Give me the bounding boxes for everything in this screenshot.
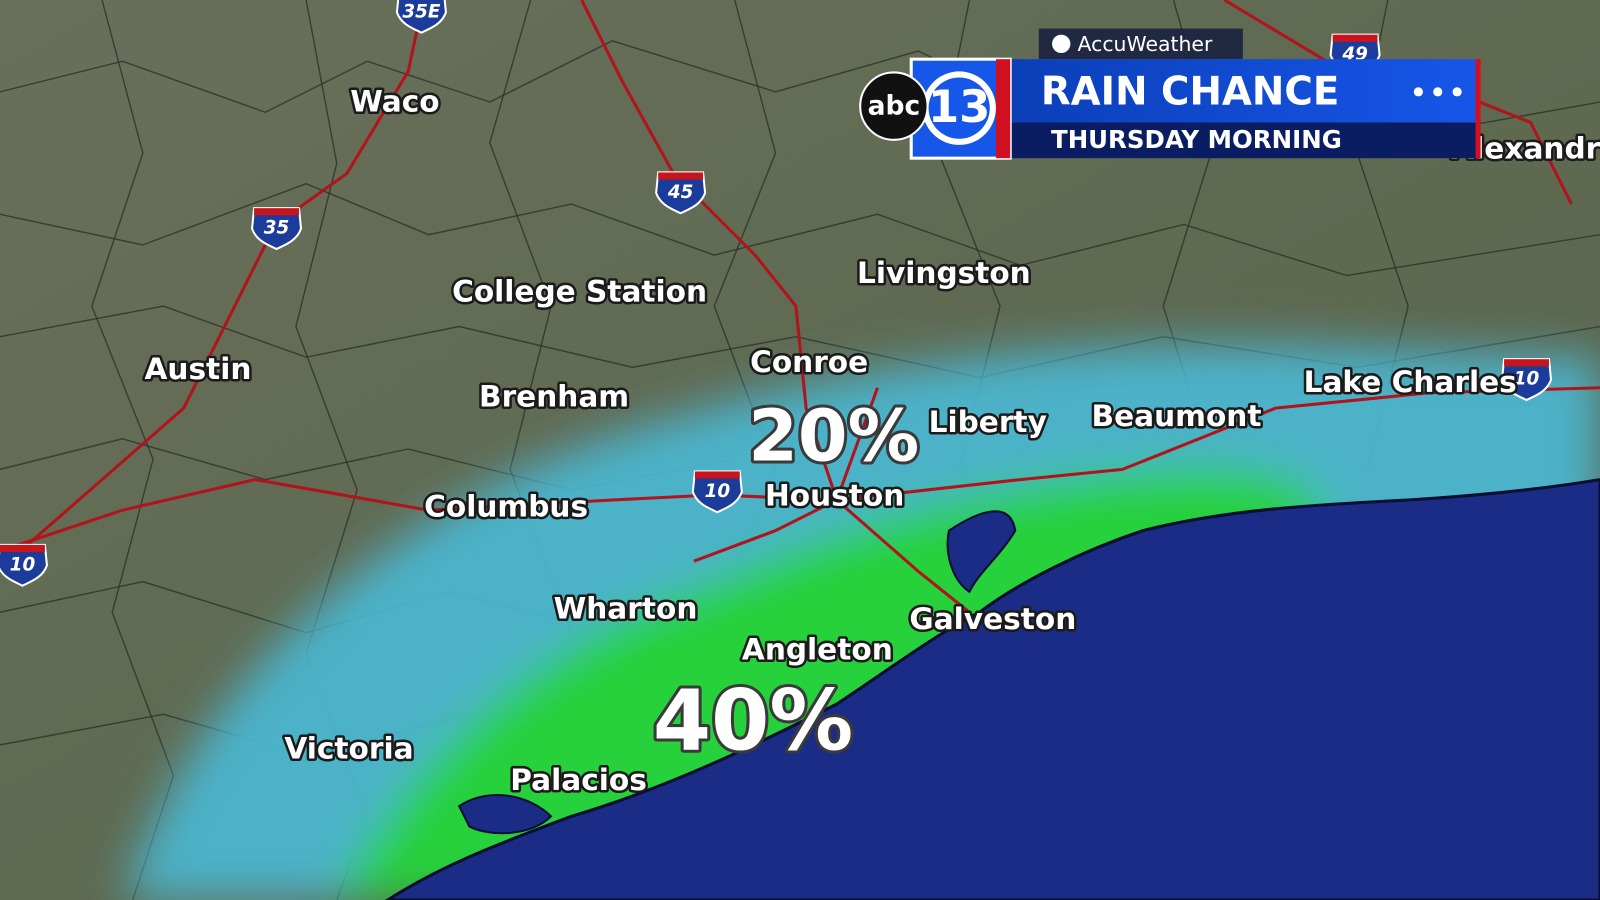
channel-disc	[928, 77, 990, 139]
shield-top	[658, 172, 704, 180]
channel-number: 13	[928, 80, 990, 133]
city-label: Houston	[765, 478, 904, 512]
dot	[1433, 87, 1443, 97]
shield-body	[655, 171, 707, 215]
rain-chance-labels: 20% 40%	[650, 391, 922, 772]
banner-dots	[1413, 87, 1462, 97]
city-label: Brenham	[479, 379, 629, 413]
title-banner: AccuWeather 13 abc RAIN CHANCE THURSDAY …	[859, 28, 1481, 160]
shield-top	[0, 544, 45, 553]
city-label: Beaumont	[1092, 399, 1262, 433]
shield-body	[1501, 358, 1553, 402]
city-label: Columbus	[424, 490, 588, 524]
matagorda-bay	[457, 794, 553, 835]
city-label: Conroe	[750, 345, 868, 379]
provider-tab	[1038, 28, 1243, 60]
city-label: Galveston	[909, 602, 1076, 636]
shield-top	[254, 208, 299, 216]
gulf-of-mexico	[384, 478, 1600, 900]
banner-edge	[1475, 59, 1481, 159]
highway-shield: 35	[251, 207, 303, 251]
channel-badge-stripe	[995, 59, 1011, 159]
highway-shield: 10	[1501, 358, 1553, 402]
shield-number: 10	[1514, 369, 1540, 390]
network-logo	[859, 71, 929, 141]
highway-shield: 35E	[395, 0, 447, 34]
shield-top	[1332, 34, 1378, 42]
banner-subtitle: THURSDAY MORNING	[1051, 125, 1342, 154]
city-label: Liberty	[929, 405, 1047, 439]
city-label: Livingston	[857, 256, 1031, 290]
highway-shield: 10	[691, 470, 743, 514]
shield-number: 10	[10, 554, 36, 575]
provider-name: AccuWeather	[1078, 32, 1213, 56]
city-labels: Waco College Station Livingston Austin Conro…	[142, 82, 1600, 800]
roads	[0, 0, 1600, 614]
shield-body	[395, 0, 447, 34]
rain-chance-label: 20%	[748, 394, 919, 477]
dot	[1452, 87, 1462, 97]
shield-number: 45	[667, 182, 694, 203]
city-label: Victoria	[284, 732, 413, 766]
city-label: Wharton	[554, 592, 698, 626]
shield-number: 35E	[402, 1, 441, 22]
shield-body	[0, 543, 48, 587]
banner-top	[1010, 59, 1480, 123]
shield-number: 35	[264, 218, 290, 239]
banner-bottom	[1010, 122, 1480, 159]
city-label: Palacios	[510, 763, 647, 797]
highway-shield: 10	[0, 543, 48, 587]
city-label: Lake Charles	[1304, 365, 1517, 399]
provider-icon	[1052, 34, 1071, 54]
shield-body	[251, 207, 303, 251]
shield-top	[694, 471, 740, 479]
city-label: Waco	[350, 85, 439, 119]
galveston-bay	[946, 510, 1017, 594]
city-label: Austin	[145, 352, 252, 386]
network-name: abc	[868, 91, 921, 122]
highway-shield: 45	[655, 171, 707, 215]
shield-top	[1504, 359, 1549, 367]
rain-chance-label: 40%	[653, 671, 853, 769]
dot	[1413, 87, 1423, 97]
shield-number: 10	[705, 481, 731, 502]
city-label: Angleton	[742, 633, 893, 667]
city-label: College Station	[452, 274, 707, 308]
banner-title: RAIN CHANCE	[1041, 69, 1339, 114]
shield-body	[691, 470, 743, 514]
